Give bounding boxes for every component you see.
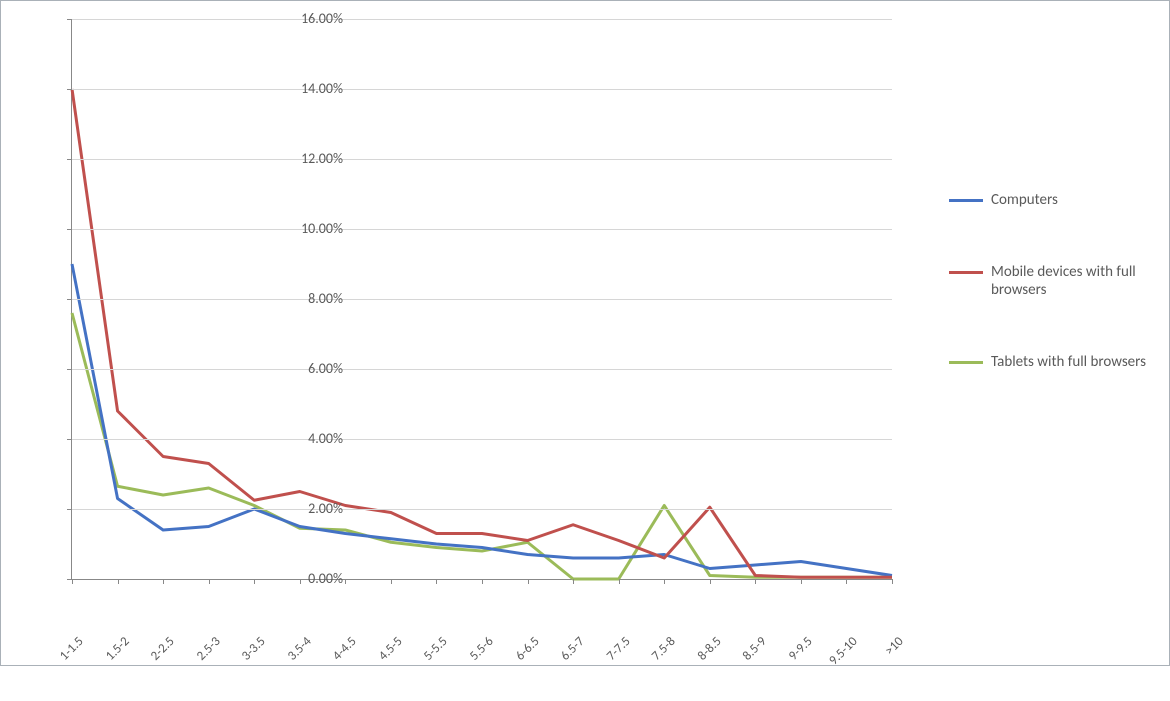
x-tick-mark (254, 579, 255, 584)
y-tick-label: 10.00% (281, 220, 343, 237)
y-tick-label: 4.00% (281, 430, 343, 447)
y-tick-mark (67, 509, 72, 510)
x-tick-mark (72, 579, 73, 584)
gridline (72, 299, 892, 300)
x-tick-mark (573, 579, 574, 584)
legend-item-mobile: Mobile devices with full browsers (949, 263, 1149, 299)
y-tick-label: 6.00% (281, 360, 343, 377)
legend-label: Mobile devices with full browsers (991, 263, 1149, 299)
legend-swatch (949, 199, 983, 202)
legend-item-tablets: Tablets with full browsers (949, 353, 1149, 371)
x-tick-mark (436, 579, 437, 584)
x-tick-mark (755, 579, 756, 584)
series-tablets (72, 313, 892, 579)
x-tick-mark (528, 579, 529, 584)
y-tick-mark (67, 89, 72, 90)
gridline (72, 89, 892, 90)
y-tick-label: 8.00% (281, 290, 343, 307)
legend-swatch (949, 361, 983, 364)
gridline (72, 509, 892, 510)
y-tick-label: 14.00% (281, 80, 343, 97)
x-tick-mark (801, 579, 802, 584)
x-tick-mark (345, 579, 346, 584)
y-tick-label: 16.00% (281, 10, 343, 27)
x-tick-mark (482, 579, 483, 584)
y-tick-mark (67, 369, 72, 370)
x-tick-mark (846, 579, 847, 584)
chart-legend: Computers Mobile devices with full browse… (949, 191, 1149, 425)
x-tick-mark (619, 579, 620, 584)
series-mobile (72, 89, 892, 577)
y-tick-mark (67, 159, 72, 160)
x-tick-mark (710, 579, 711, 584)
line-chart: 1-1.51.5-22-2.52.5-33-3.53.5-44-4.54.5-5… (0, 0, 1170, 666)
legend-item-computers: Computers (949, 191, 1149, 209)
y-tick-mark (67, 229, 72, 230)
legend-swatch (949, 271, 983, 274)
x-tick-mark (209, 579, 210, 584)
x-tick-mark (163, 579, 164, 584)
y-tick-mark (67, 299, 72, 300)
x-tick-mark (118, 579, 119, 584)
x-tick-mark (391, 579, 392, 584)
plot-area: 1-1.51.5-22-2.52.5-33-3.53.5-44-4.54.5-5… (71, 19, 892, 580)
y-tick-mark (67, 439, 72, 440)
gridline (72, 159, 892, 160)
series-computers (72, 264, 892, 576)
legend-label: Computers (991, 191, 1058, 209)
gridline (72, 229, 892, 230)
legend-label: Tablets with full browsers (991, 353, 1146, 371)
y-tick-label: 0.00% (281, 570, 343, 587)
y-tick-mark (67, 19, 72, 20)
gridline (72, 369, 892, 370)
gridline (72, 19, 892, 20)
x-tick-mark (664, 579, 665, 584)
gridline (72, 439, 892, 440)
y-tick-label: 12.00% (281, 150, 343, 167)
y-tick-label: 2.00% (281, 500, 343, 517)
x-tick-mark (892, 579, 893, 584)
